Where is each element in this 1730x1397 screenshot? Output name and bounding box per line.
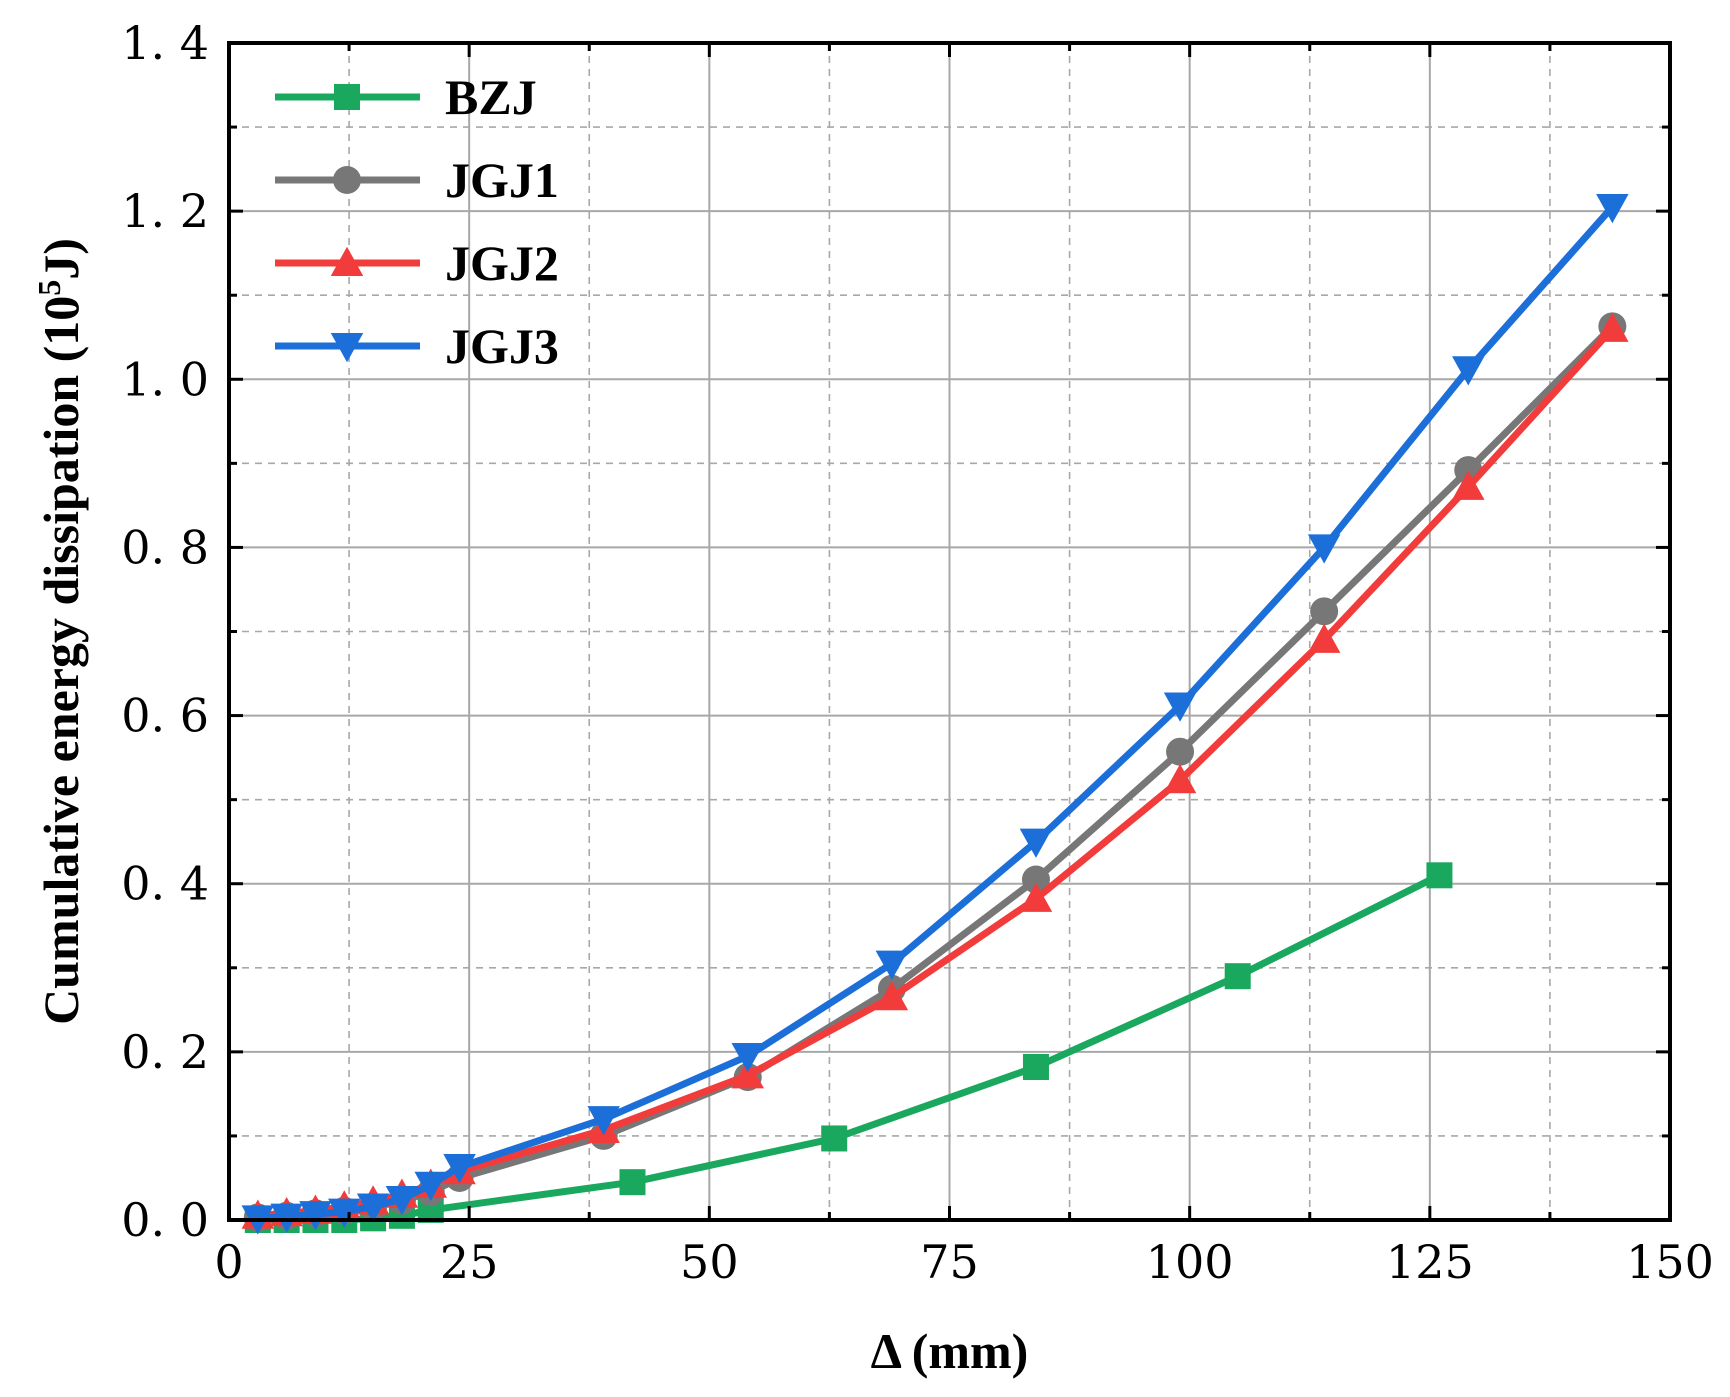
series-line-jgj2 [254, 325, 1616, 1220]
data-point-jgj1 [1021, 865, 1050, 894]
y-tick-label: 1. 4 [121, 16, 209, 70]
data-point-jgj2 [1452, 470, 1485, 500]
data-point-jgj3 [328, 1198, 361, 1228]
legend-label: BZJ [445, 69, 537, 125]
data-point-jgj3 [1596, 193, 1629, 224]
legend-label: JGJ3 [445, 318, 559, 374]
x-tick-label: 125 [1386, 1235, 1474, 1289]
y-tick-label: 0. 6 [121, 689, 209, 743]
y-tick-label: 0. 0 [121, 1193, 209, 1247]
x-tick-label: 75 [920, 1235, 979, 1289]
legend-item-bzj: BZJ [275, 69, 537, 125]
data-point-bzj [1022, 1053, 1049, 1080]
data-point-jgj3 [1307, 534, 1341, 564]
y-tick-label: 1. 0 [121, 352, 209, 406]
ticks: 0 25 50 75 100 125 150 0. 0 0. 2 0. 4 0. 6 0. 8 1. 0… [121, 16, 1714, 1289]
y-axis-title-tail: J) [33, 238, 89, 280]
series-layer [241, 193, 1629, 1235]
y-tick-label: 0. 8 [121, 520, 209, 574]
y-axis-title-superscript: 5 [31, 280, 67, 296]
data-point-jgj2 [1019, 882, 1053, 912]
data-point-jgj3 [385, 1185, 419, 1216]
y-axis-title: Cumulative energy dissipation (105J) [31, 238, 89, 1025]
data-point-jgj2 [731, 1059, 765, 1089]
data-point-jgj3 [299, 1201, 332, 1231]
x-tick-label: 50 [680, 1235, 739, 1289]
data-point-jgj3 [1019, 828, 1053, 858]
series-line-bzj [254, 871, 1443, 1224]
series-jgj1 [243, 312, 1627, 1232]
data-point-bzj [1426, 862, 1453, 889]
y-tick-label: 1. 2 [121, 184, 209, 238]
x-tick-label: 100 [1146, 1235, 1234, 1289]
data-point-jgj3 [875, 950, 909, 980]
series-jgj2 [241, 312, 1629, 1229]
x-tick-label: 0 [214, 1235, 243, 1289]
data-point-jgj2 [1307, 623, 1341, 653]
x-axis-title: Δ (mm) [871, 1323, 1029, 1379]
y-tick-label: 0. 2 [121, 1025, 209, 1079]
data-point-bzj [821, 1125, 848, 1152]
data-point-jgj2 [875, 980, 909, 1011]
legend-marker [330, 246, 364, 276]
data-point-jgj3 [1163, 692, 1197, 722]
legend-marker [334, 84, 360, 110]
x-tick-label: 150 [1626, 1235, 1714, 1289]
x-tick-label: 25 [440, 1235, 499, 1289]
data-point-bzj [619, 1169, 646, 1196]
legend: BZJ JGJ1 JGJ2 JGJ3 [275, 69, 559, 374]
legend-label: JGJ2 [445, 235, 559, 291]
series-line-jgj1 [254, 322, 1616, 1221]
data-point-jgj3 [443, 1154, 476, 1184]
data-point-jgj1 [1166, 737, 1195, 766]
data-point-jgj2 [1596, 312, 1629, 342]
grid [229, 43, 1670, 1220]
data-point-jgj3 [414, 1171, 447, 1201]
legend-marker [330, 333, 364, 363]
legend-item-jgj2: JGJ2 [275, 235, 559, 291]
data-point-jgj3 [587, 1106, 620, 1136]
series-line-jgj3 [254, 203, 1616, 1222]
data-point-jgj3 [1452, 356, 1485, 386]
legend-item-jgj3: JGJ3 [275, 318, 559, 374]
data-point-jgj2 [1163, 764, 1197, 794]
series-jgj3 [241, 193, 1629, 1235]
data-point-jgj1 [1310, 597, 1339, 626]
data-point-jgj3 [731, 1043, 765, 1073]
y-axis-title-main: Cumulative energy dissipation (10 [33, 296, 89, 1025]
legend-item-jgj1: JGJ1 [275, 152, 559, 208]
legend-marker [333, 166, 361, 194]
y-tick-label: 0. 4 [121, 857, 209, 911]
data-point-jgj3 [356, 1193, 390, 1223]
legend-label: JGJ1 [445, 152, 559, 208]
data-point-bzj [1224, 963, 1251, 990]
